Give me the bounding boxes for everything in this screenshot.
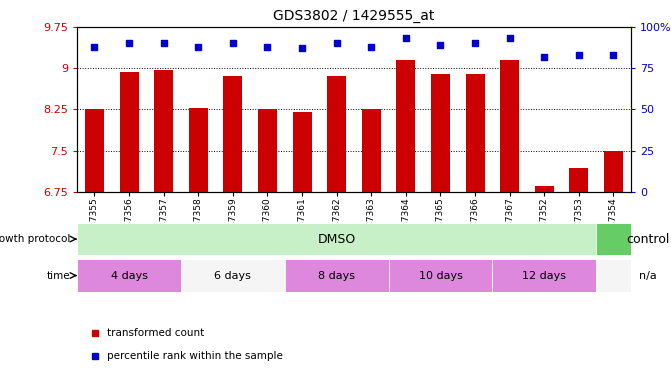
Bar [85, 109, 104, 384]
Bar [397, 60, 415, 384]
Bar [77, 259, 181, 292]
Point [539, 53, 550, 60]
Text: 8 days: 8 days [318, 270, 355, 281]
Bar [493, 259, 596, 292]
Point [158, 40, 169, 46]
Point [89, 44, 100, 50]
Point [366, 44, 376, 50]
Bar [596, 259, 671, 292]
Text: DMSO: DMSO [317, 233, 356, 245]
Point [574, 52, 584, 58]
Text: control: control [626, 233, 670, 245]
Point [123, 40, 134, 46]
Bar [189, 108, 208, 384]
Bar [569, 168, 588, 384]
Point [262, 44, 273, 50]
Bar [285, 259, 389, 292]
Bar [327, 76, 346, 384]
Bar [500, 60, 519, 384]
Bar [223, 76, 242, 384]
Point [331, 40, 342, 46]
Bar [362, 109, 380, 384]
Text: growth protocol: growth protocol [0, 234, 70, 244]
Text: n/a: n/a [639, 270, 657, 281]
Text: transformed count: transformed count [107, 328, 204, 338]
Bar [535, 187, 554, 384]
Bar [389, 259, 493, 292]
Bar [154, 70, 173, 384]
Bar [466, 74, 484, 384]
Text: 6 days: 6 days [215, 270, 252, 281]
Point [193, 44, 203, 50]
Point [505, 35, 515, 41]
Point [435, 42, 446, 48]
Title: GDS3802 / 1429555_at: GDS3802 / 1429555_at [273, 9, 435, 23]
Point [470, 40, 480, 46]
Bar [293, 112, 311, 384]
Bar [431, 74, 450, 384]
Bar [119, 72, 139, 384]
Text: time: time [47, 270, 70, 281]
Point [227, 40, 238, 46]
Bar [596, 223, 671, 255]
Bar [181, 259, 285, 292]
Point [401, 35, 411, 41]
Bar [604, 151, 623, 384]
Text: 10 days: 10 days [419, 270, 462, 281]
Point [297, 45, 307, 51]
Text: percentile rank within the sample: percentile rank within the sample [107, 351, 282, 361]
Bar [258, 109, 277, 384]
Point [608, 52, 619, 58]
Text: 12 days: 12 days [522, 270, 566, 281]
Text: 4 days: 4 days [111, 270, 148, 281]
